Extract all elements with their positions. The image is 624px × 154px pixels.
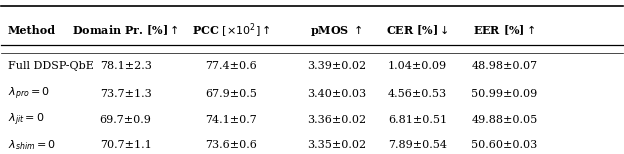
Text: pMOS $\uparrow$: pMOS $\uparrow$: [310, 23, 363, 38]
Text: 74.1±0.7: 74.1±0.7: [205, 115, 257, 125]
Text: CER [%]$\downarrow$: CER [%]$\downarrow$: [386, 24, 449, 37]
Text: PCC $[\times10^2]\uparrow$: PCC $[\times10^2]\uparrow$: [192, 21, 271, 40]
Text: 78.1±2.3: 78.1±2.3: [100, 61, 152, 71]
Text: $\lambda_{shim}=0$: $\lambda_{shim}=0$: [7, 138, 56, 152]
Text: 48.98±0.07: 48.98±0.07: [472, 61, 538, 71]
Text: 49.88±0.05: 49.88±0.05: [472, 115, 538, 125]
Text: Method: Method: [7, 25, 56, 36]
Text: 73.6±0.6: 73.6±0.6: [205, 140, 257, 150]
Text: 3.35±0.02: 3.35±0.02: [307, 140, 366, 150]
Text: $\lambda_{pro}=0$: $\lambda_{pro}=0$: [7, 86, 50, 102]
Text: Domain Pr. [%]$\uparrow$: Domain Pr. [%]$\uparrow$: [72, 24, 179, 37]
Text: 70.7±1.1: 70.7±1.1: [100, 140, 152, 150]
Text: 73.7±1.3: 73.7±1.3: [100, 89, 152, 99]
Text: 6.81±0.51: 6.81±0.51: [388, 115, 447, 125]
Text: 3.39±0.02: 3.39±0.02: [307, 61, 366, 71]
Text: 69.7±0.9: 69.7±0.9: [100, 115, 152, 125]
Text: 67.9±0.5: 67.9±0.5: [205, 89, 257, 99]
Text: 4.56±0.53: 4.56±0.53: [388, 89, 447, 99]
Text: 3.36±0.02: 3.36±0.02: [307, 115, 366, 125]
Text: 50.60±0.03: 50.60±0.03: [472, 140, 538, 150]
Text: 7.89±0.54: 7.89±0.54: [388, 140, 447, 150]
Text: Full DDSP-QbE: Full DDSP-QbE: [7, 61, 94, 71]
Text: EER [%]$\uparrow$: EER [%]$\uparrow$: [474, 24, 536, 37]
Text: 77.4±0.6: 77.4±0.6: [205, 61, 257, 71]
Text: 3.40±0.03: 3.40±0.03: [307, 89, 366, 99]
Text: 50.99±0.09: 50.99±0.09: [472, 89, 538, 99]
Text: 1.04±0.09: 1.04±0.09: [388, 61, 447, 71]
Text: $\lambda_{jit}=0$: $\lambda_{jit}=0$: [7, 111, 44, 128]
